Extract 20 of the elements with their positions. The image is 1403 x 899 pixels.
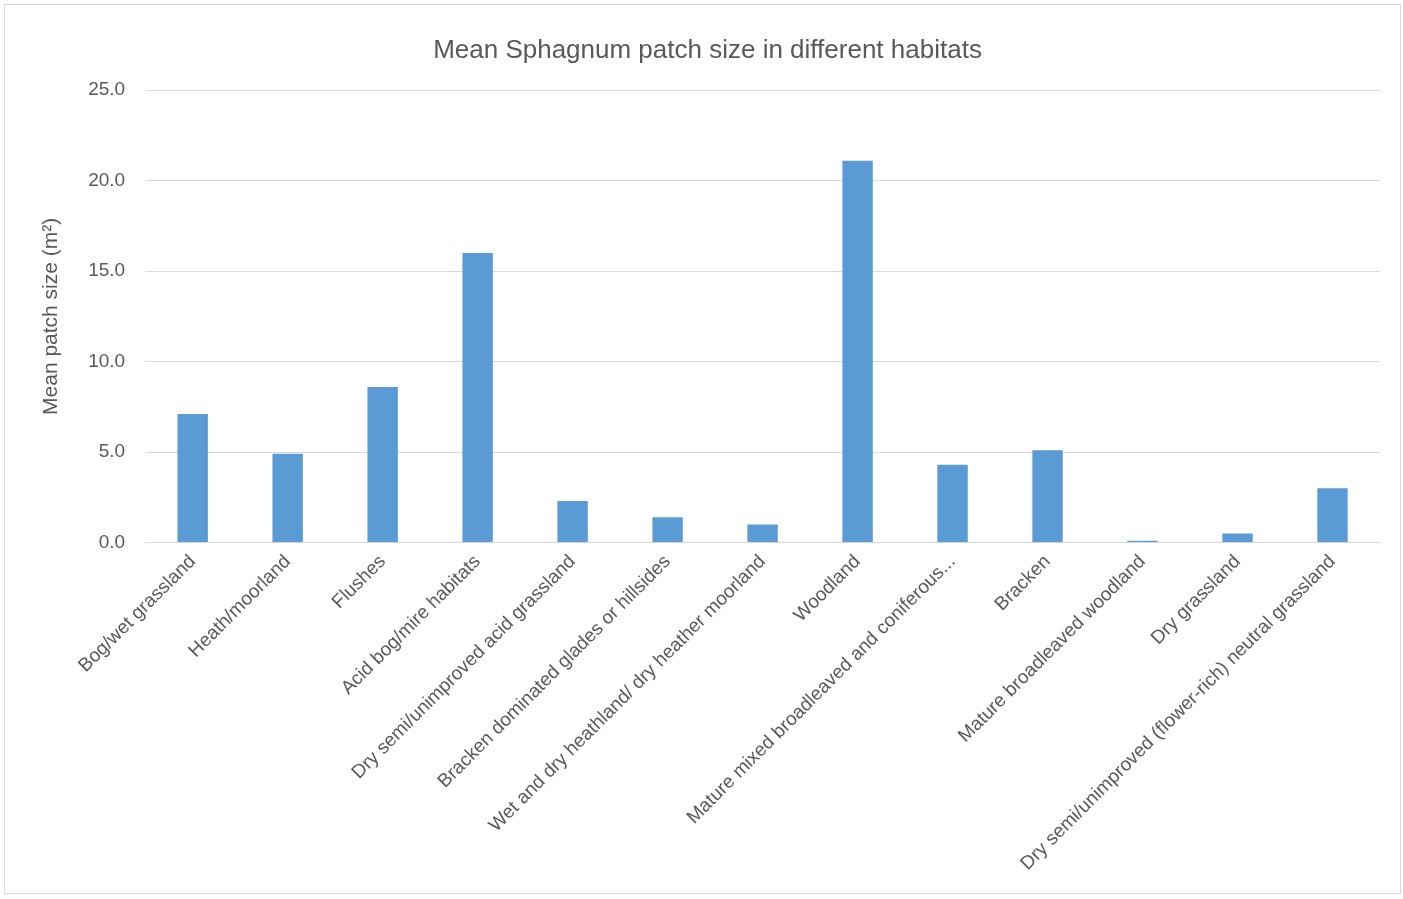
y-tick-label: 10.0: [88, 349, 126, 371]
bar: [937, 464, 968, 543]
y-axis-title: Mean patch size (m²): [38, 217, 62, 415]
bar: [177, 414, 208, 543]
y-tick-label: 15.0: [88, 259, 126, 281]
y-tick-label: 5.0: [98, 440, 126, 462]
bar: [1317, 488, 1348, 543]
bar: [272, 453, 303, 543]
bar: [462, 253, 493, 543]
y-tick-label: 0.0: [98, 530, 126, 552]
bar: [1032, 450, 1063, 543]
bar: [652, 517, 683, 543]
bar: [747, 524, 778, 543]
bar: [1222, 533, 1253, 543]
bar: [842, 160, 873, 543]
y-tick-label: 20.0: [88, 168, 126, 190]
y-tick-label: 25.0: [88, 78, 126, 100]
bar: [367, 386, 398, 543]
chart-title: Mean Sphagnum patch size in different habitats: [433, 33, 982, 64]
bar: [557, 500, 588, 543]
